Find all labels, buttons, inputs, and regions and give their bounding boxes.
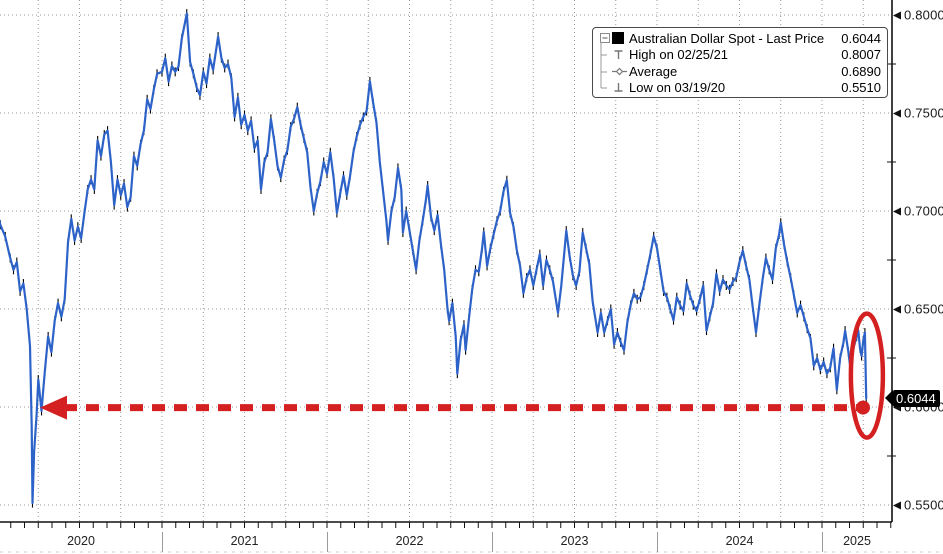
legend-average-value: 0.6890 [841,63,881,79]
legend-low-label: Low on 03/19/20 [629,80,726,96]
legend-tree-icon [600,42,607,89]
year-separator [162,532,163,552]
year-label: 2022 [395,534,424,548]
average-marker-icon [612,65,629,78]
y-tick-label: 0.5500 [893,498,943,513]
y-tick-label: 0.7500 [893,106,943,121]
year-label: 2024 [725,534,754,548]
year-label: 2021 [230,534,259,548]
series-swatch-icon [612,31,629,45]
year-label: 2025 [843,534,871,548]
legend-row-average[interactable]: Average 0.6890 [597,63,881,80]
arrow-head-icon [39,395,67,420]
legend-row-low[interactable]: Low on 03/19/20 0.5510 [597,80,881,97]
tick-arrow-icon [893,207,901,215]
legend-series-label: Australian Dollar Spot - Last Price [629,30,825,46]
legend-series-value: 0.6044 [841,30,881,46]
high-marker-icon [612,48,629,61]
legend-row-series[interactable]: Australian Dollar Spot - Last Price 0.60… [597,30,881,47]
year-separator [492,532,493,552]
y-tick-label: 0.7000 [893,204,943,219]
tree-expand-icon[interactable] [597,33,612,44]
legend-high-label: High on 02/25/21 [629,47,729,63]
legend-box[interactable]: Australian Dollar Spot - Last Price 0.60… [592,27,888,98]
year-label: 2023 [560,534,589,548]
highlight-ellipse [848,311,886,440]
legend-low-value: 0.5510 [841,80,881,96]
tick-arrow-icon [893,109,901,117]
last-price-badge: 0.6044 [885,390,940,407]
tick-arrow-icon [893,11,901,19]
last-price-value: 0.6044 [896,391,936,406]
tick-arrow-icon [893,501,901,509]
year-label: 2020 [67,534,95,548]
tick-arrow-icon [893,403,901,411]
badge-notch-icon [885,390,893,406]
tick-arrow-icon [893,305,901,313]
year-separator [657,532,658,552]
year-separator [327,532,328,552]
legend-average-label: Average [629,63,678,79]
y-tick-label: 0.6500 [893,302,943,317]
y-tick-label: 0.8000 [893,8,943,23]
year-separator [822,532,823,552]
legend-high-value: 0.8007 [841,47,881,63]
last-price-line [0,12,868,505]
legend-row-high[interactable]: High on 02/25/21 0.8007 [597,47,881,64]
low-marker-icon [612,81,629,94]
arrow-end-dot [856,400,871,415]
